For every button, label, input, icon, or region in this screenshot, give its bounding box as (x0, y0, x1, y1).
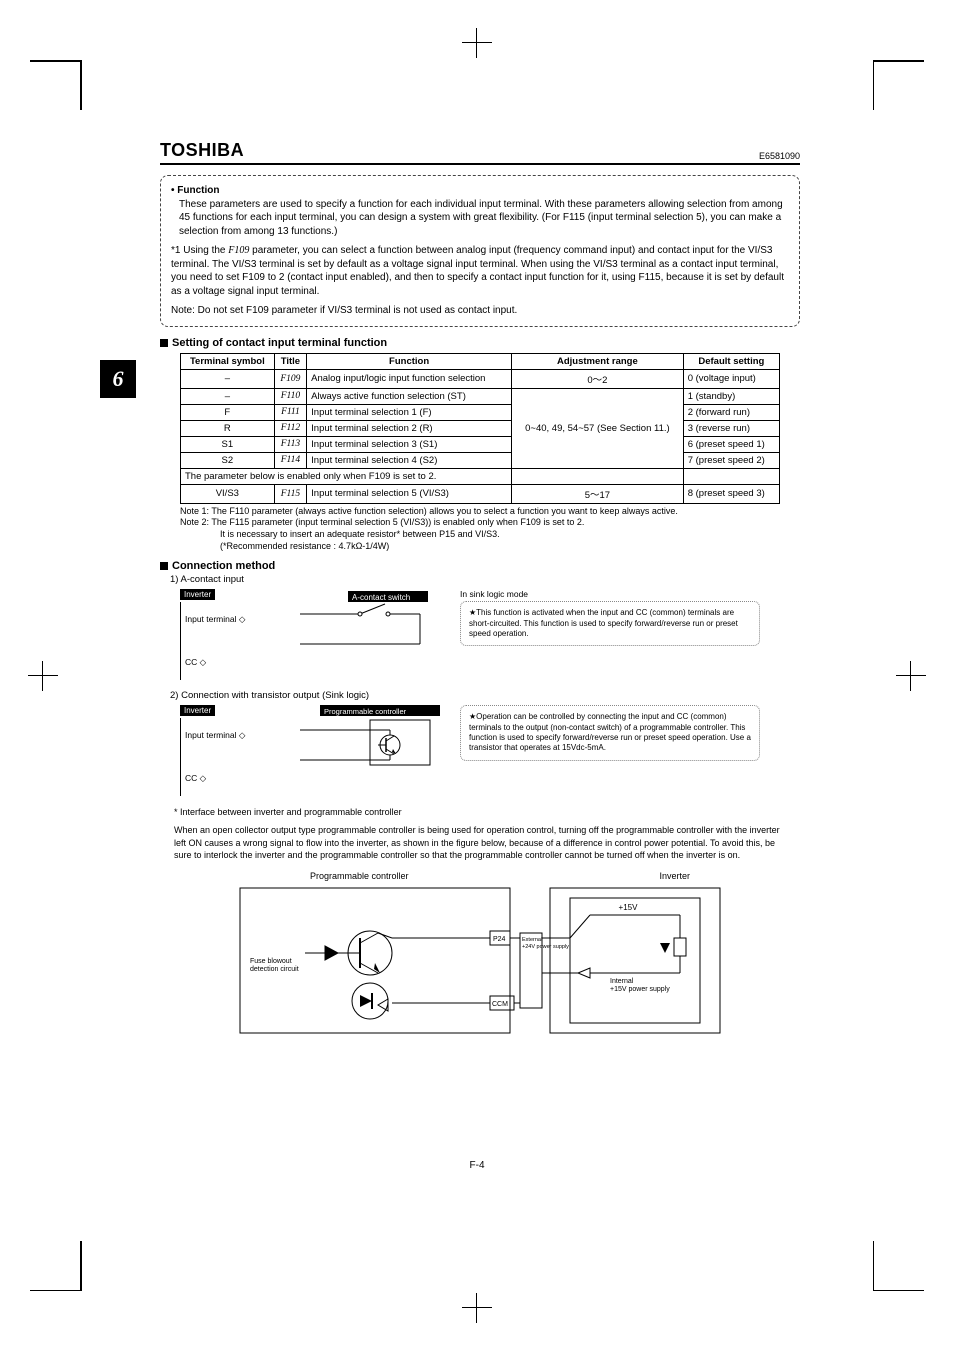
th-range: Adjustment range (512, 353, 684, 369)
section-title-table: Setting of contact input terminal functi… (160, 337, 800, 349)
interface-body: When an open collector output type progr… (174, 824, 786, 860)
function-box: • Function These parameters are used to … (160, 175, 800, 327)
brand-logo: TOSHIBA (160, 140, 244, 161)
page-number: F-4 (0, 1160, 954, 1171)
diag-right-label: Inverter (659, 871, 690, 881)
crop-mark (874, 60, 924, 62)
svg-text:+15V: +15V (619, 903, 639, 912)
section-title-connection: Connection method (160, 560, 800, 572)
crop-mark (80, 60, 82, 110)
table-row: F F111 Input terminal selection 1 (F) 2 … (181, 404, 780, 420)
input-terminal-label: Input terminal ◇ (185, 614, 300, 625)
reg-mark-left (28, 661, 58, 691)
inverter-label: Inverter (180, 589, 215, 600)
crop-mark (873, 1241, 875, 1291)
crop-mark (30, 60, 80, 62)
page-header: TOSHIBA E6581090 (160, 140, 800, 165)
merged-range: 0~40, 49, 54~57 (See Section 11.) (512, 388, 684, 468)
table-midrow: The parameter below is enabled only when… (181, 468, 780, 484)
th-title: Title (274, 353, 306, 369)
doc-code: E6581090 (759, 151, 800, 161)
cc-label: CC ◇ (185, 773, 300, 784)
table-note-2c: (*Recommended resistance : 4.7kΩ-1/4W) (220, 541, 800, 553)
function-note: Note: Do not set F109 parameter if VI/S3… (171, 304, 789, 318)
note-box-1: ★This function is activated when the inp… (460, 601, 760, 646)
interface-heading: * Interface between inverter and program… (174, 806, 786, 818)
content-area: TOSHIBA E6581090 • Function These parame… (160, 140, 800, 1056)
th-function: Function (307, 353, 512, 369)
input-terminal-label: Input terminal ◇ (185, 730, 300, 741)
note-box-2: ★Operation can be controlled by connecti… (460, 705, 760, 761)
table-note-2b: It is necessary to insert an adequate re… (220, 529, 800, 541)
table-row: – F110 Always active function selection … (181, 388, 780, 404)
settings-table: Terminal symbol Title Function Adjustmen… (180, 353, 780, 504)
note-mode: In sink logic mode (460, 589, 760, 599)
transistor-diagram-icon: Programmable controller (300, 705, 460, 775)
chapter-tab: 6 (100, 360, 136, 398)
reg-mark-top (462, 28, 492, 58)
reg-mark-bottom (462, 1293, 492, 1323)
th-terminal: Terminal symbol (181, 353, 275, 369)
svg-text:External: External (522, 937, 542, 943)
crop-mark (873, 60, 875, 110)
cc-label: CC ◇ (185, 657, 300, 668)
function-p1: These parameters are used to specify a f… (179, 198, 789, 239)
reg-mark-right (896, 661, 926, 691)
table-row: S2 F114 Input terminal selection 4 (S2) … (181, 452, 780, 468)
diag-left-label: Programmable controller (310, 871, 409, 881)
table-note-2: Note 2: The F115 parameter (input termin… (180, 517, 800, 529)
controller-schematic-icon: +15V Fuse blowout detection circuit (230, 883, 730, 1043)
page: 6 TOSHIBA E6581090 • Function These para… (0, 0, 954, 1351)
crop-mark (30, 1290, 80, 1292)
svg-text:+24V power supply: +24V power supply (522, 944, 569, 950)
table-row: VI/S3 F115 Input terminal selection 5 (V… (181, 484, 780, 503)
function-title: • Function (171, 184, 789, 198)
controller-diagram: Programmable controller Inverter +15V Fu… (230, 871, 730, 1046)
svg-text:Programmable controller: Programmable controller (324, 707, 407, 716)
svg-text:Internal: Internal (610, 978, 634, 985)
svg-text:+15V power supply: +15V power supply (610, 986, 670, 993)
diagram-2: Inverter Input terminal ◇ CC ◇ Programma… (180, 705, 800, 796)
crop-mark (80, 1241, 82, 1291)
th-default: Default setting (683, 353, 779, 369)
table-row: S1 F113 Input terminal selection 3 (S1) … (181, 436, 780, 452)
conn-sub-1: 1) A-contact input (170, 574, 800, 585)
function-p2: *1 Using the F109 parameter, you can sel… (171, 244, 789, 298)
table-row: R F112 Input terminal selection 2 (R) 3 … (181, 420, 780, 436)
inverter-label: Inverter (180, 705, 215, 716)
svg-text:A-contact switch: A-contact switch (352, 593, 410, 602)
conn-sub-2: 2) Connection with transistor output (Si… (170, 690, 800, 701)
svg-text:P24: P24 (493, 936, 506, 943)
svg-text:CCM: CCM (492, 1001, 508, 1008)
crop-mark (874, 1290, 924, 1292)
svg-text:detection circuit: detection circuit (250, 966, 299, 973)
table-note-1: Note 1: The F110 parameter (always activ… (180, 506, 800, 518)
diagram-1: Inverter Input terminal ◇ CC ◇ A-contact… (180, 589, 800, 680)
table-row: – F109 Analog input/logic input function… (181, 369, 780, 388)
svg-text:Fuse blowout: Fuse blowout (250, 958, 292, 965)
switch-diagram-icon: A-contact switch (300, 589, 460, 659)
